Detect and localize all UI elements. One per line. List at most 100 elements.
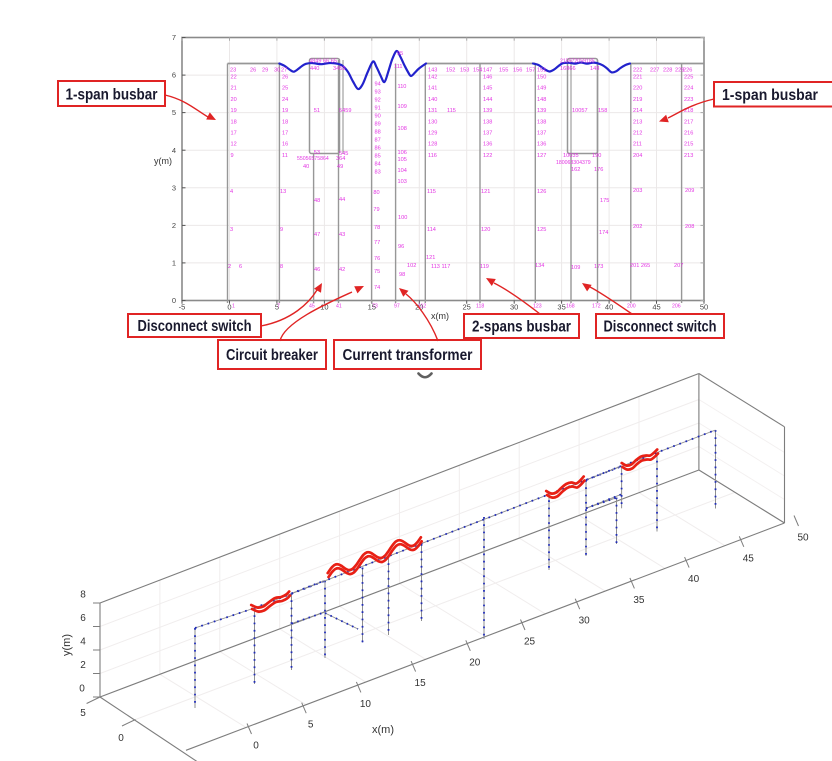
svg-text:103: 103: [398, 179, 407, 185]
svg-text:9: 9: [231, 153, 234, 159]
svg-text:217: 217: [684, 119, 693, 125]
svg-text:10: 10: [360, 699, 372, 710]
svg-text:27: 27: [281, 68, 287, 74]
svg-text:83: 83: [375, 170, 381, 176]
svg-text:146: 146: [483, 75, 492, 81]
svg-text:40: 40: [303, 164, 309, 170]
svg-text:155: 155: [499, 68, 508, 74]
svg-text:121: 121: [481, 189, 490, 195]
svg-text:213: 213: [684, 153, 693, 159]
svg-text:90: 90: [375, 114, 381, 120]
svg-text:228: 228: [663, 68, 672, 74]
svg-text:115: 115: [447, 108, 456, 114]
svg-text:30: 30: [274, 68, 280, 74]
svg-text:30: 30: [510, 303, 518, 312]
svg-text:2-spans busbar: 2-spans busbar: [472, 319, 571, 336]
svg-text:144: 144: [483, 97, 492, 103]
svg-text:175: 175: [600, 198, 609, 204]
svg-text:45: 45: [743, 553, 755, 564]
svg-text:173: 173: [594, 264, 603, 270]
svg-text:5: 5: [275, 303, 279, 312]
svg-text:127: 127: [537, 153, 546, 159]
svg-text:25: 25: [463, 303, 471, 312]
svg-text:49: 49: [337, 164, 343, 170]
svg-text:116: 116: [428, 153, 437, 159]
svg-text:158: 158: [598, 108, 607, 114]
svg-text:16: 16: [282, 142, 288, 148]
svg-text:221: 221: [633, 75, 642, 81]
svg-text:110: 110: [398, 84, 407, 90]
svg-text:2: 2: [172, 221, 176, 230]
svg-text:147: 147: [483, 68, 492, 74]
svg-text:79: 79: [373, 207, 379, 213]
svg-text:40: 40: [688, 574, 700, 585]
svg-text:215972059185: 215972059185: [560, 59, 595, 65]
svg-text:211: 211: [633, 142, 642, 148]
svg-text:6: 6: [172, 71, 176, 80]
svg-text:209: 209: [685, 188, 694, 194]
svg-text:1-span busbar: 1-span busbar: [66, 86, 158, 103]
svg-text:10035: 10035: [563, 153, 579, 159]
svg-text:6: 6: [80, 613, 86, 624]
svg-text:136: 136: [483, 142, 492, 148]
svg-text:46: 46: [314, 267, 320, 273]
svg-text:7: 7: [172, 33, 176, 42]
svg-text:201 265: 201 265: [630, 263, 650, 269]
svg-text:4849 66 65: 4849 66 65: [309, 59, 337, 65]
svg-text:1: 1: [232, 304, 235, 310]
svg-text:73: 73: [372, 304, 378, 310]
svg-text:9: 9: [280, 227, 283, 233]
svg-text:41: 41: [336, 304, 342, 310]
svg-text:114: 114: [427, 227, 436, 233]
svg-text:25: 25: [282, 86, 288, 92]
svg-text:152: 152: [446, 68, 455, 74]
svg-text:128: 128: [428, 142, 437, 148]
svg-text:229: 229: [675, 68, 684, 74]
svg-text:22: 22: [231, 75, 237, 81]
svg-text:93: 93: [375, 90, 381, 96]
svg-text:142: 142: [428, 75, 437, 81]
svg-text:108: 108: [398, 126, 407, 132]
svg-text:138: 138: [483, 119, 492, 125]
svg-text:119: 119: [480, 264, 489, 270]
svg-text:4: 4: [230, 189, 233, 195]
svg-text:220: 220: [633, 86, 642, 92]
svg-text:364: 364: [336, 156, 345, 162]
svg-text:19: 19: [282, 108, 288, 114]
svg-text:15: 15: [368, 303, 376, 312]
svg-text:216: 216: [684, 131, 693, 137]
svg-text:102: 102: [407, 263, 416, 269]
svg-text:48: 48: [314, 198, 320, 204]
svg-text:3459: 3459: [333, 66, 345, 72]
svg-text:50: 50: [797, 533, 809, 544]
svg-text:19: 19: [231, 108, 237, 114]
svg-text:109: 109: [398, 104, 407, 110]
svg-text:190: 190: [592, 153, 601, 159]
svg-text:8: 8: [280, 264, 283, 270]
svg-text:96: 96: [398, 244, 404, 250]
svg-text:4: 4: [172, 146, 176, 155]
svg-text:126: 126: [537, 189, 546, 195]
svg-text:138: 138: [537, 119, 546, 125]
svg-text:104: 104: [398, 168, 407, 174]
svg-text:88: 88: [375, 130, 381, 136]
svg-text:16866: 16866: [560, 66, 576, 72]
svg-text:112: 112: [418, 304, 426, 310]
svg-text:y(m): y(m): [61, 634, 73, 656]
svg-text:35: 35: [633, 595, 645, 606]
svg-text:10: 10: [320, 303, 328, 312]
svg-text:125: 125: [537, 227, 546, 233]
svg-text:8: 8: [80, 590, 86, 601]
svg-text:84: 84: [375, 162, 381, 168]
svg-text:137: 137: [483, 131, 492, 137]
svg-text:0: 0: [253, 741, 259, 752]
svg-text:Disconnect switch: Disconnect switch: [604, 319, 717, 336]
svg-text:24: 24: [282, 97, 288, 103]
svg-text:206: 206: [672, 304, 681, 310]
svg-text:10057: 10057: [572, 108, 588, 114]
svg-text:134: 134: [535, 263, 544, 269]
svg-text:218: 218: [684, 108, 693, 114]
svg-text:202: 202: [633, 224, 642, 230]
svg-text:2: 2: [80, 660, 86, 671]
svg-text:42: 42: [339, 267, 345, 273]
